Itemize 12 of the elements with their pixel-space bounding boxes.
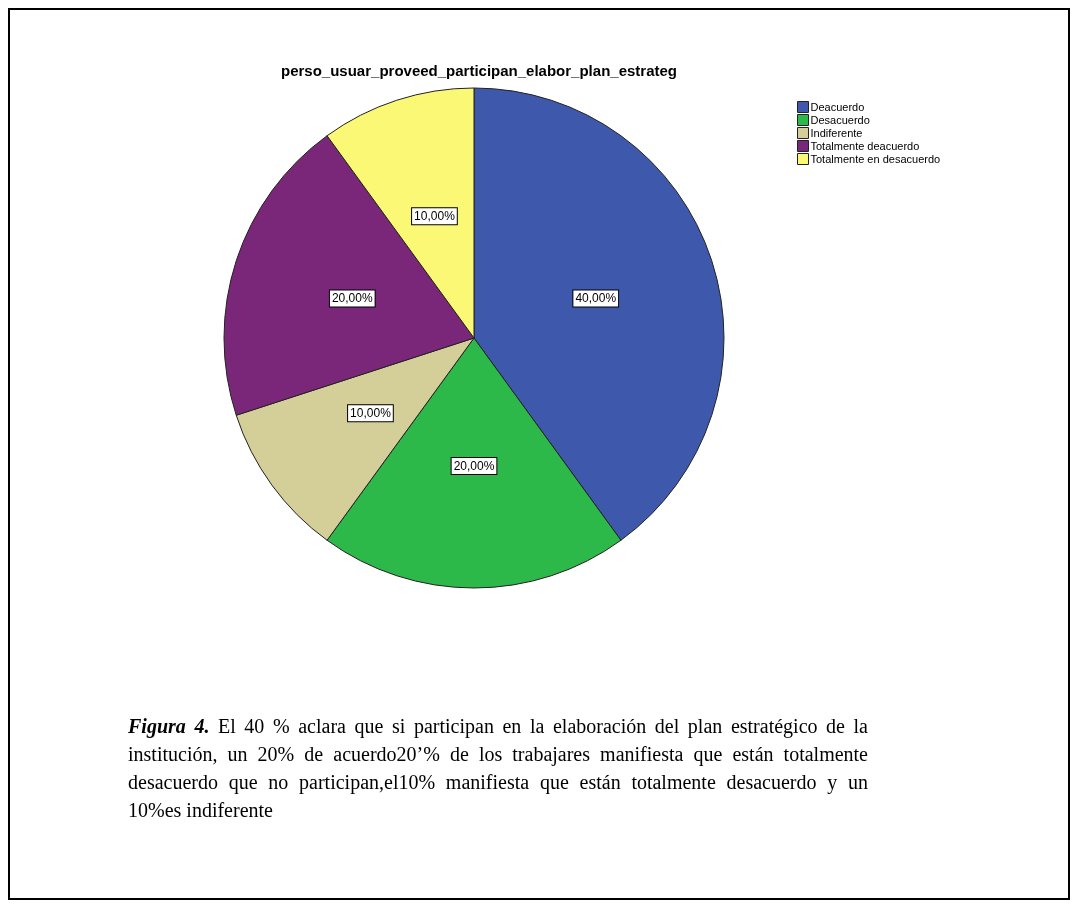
legend-label: Totalmente en desacuerdo [810, 153, 941, 165]
data-label: 20,00% [331, 291, 373, 306]
legend-label: Deacuerdo [810, 101, 865, 113]
legend-label: Desacuerdo [810, 114, 870, 126]
text: Figura 4. El 40 % aclara que si participan en la elaboración del plan estratégico de la institución, un 20% de acuerdo20’% de los trabajares manifiesta que están totalmente desacuerdo que no participan,el10% manifiesta que están totalmente desacuerdo y un 10%es indiferente [128, 714, 868, 823]
legend-label: Indiferente [810, 127, 863, 139]
legend-label: Totalmente deacuerdo [810, 140, 920, 152]
data-label: 10,00% [414, 209, 456, 224]
data-label: 20,00% [453, 459, 495, 473]
data-label: 10,00% [350, 406, 392, 421]
data-label: 40,00% [575, 291, 617, 306]
chart-title: perso_usuar_proveed_participan_elabor_plan_estrateg [281, 62, 677, 79]
